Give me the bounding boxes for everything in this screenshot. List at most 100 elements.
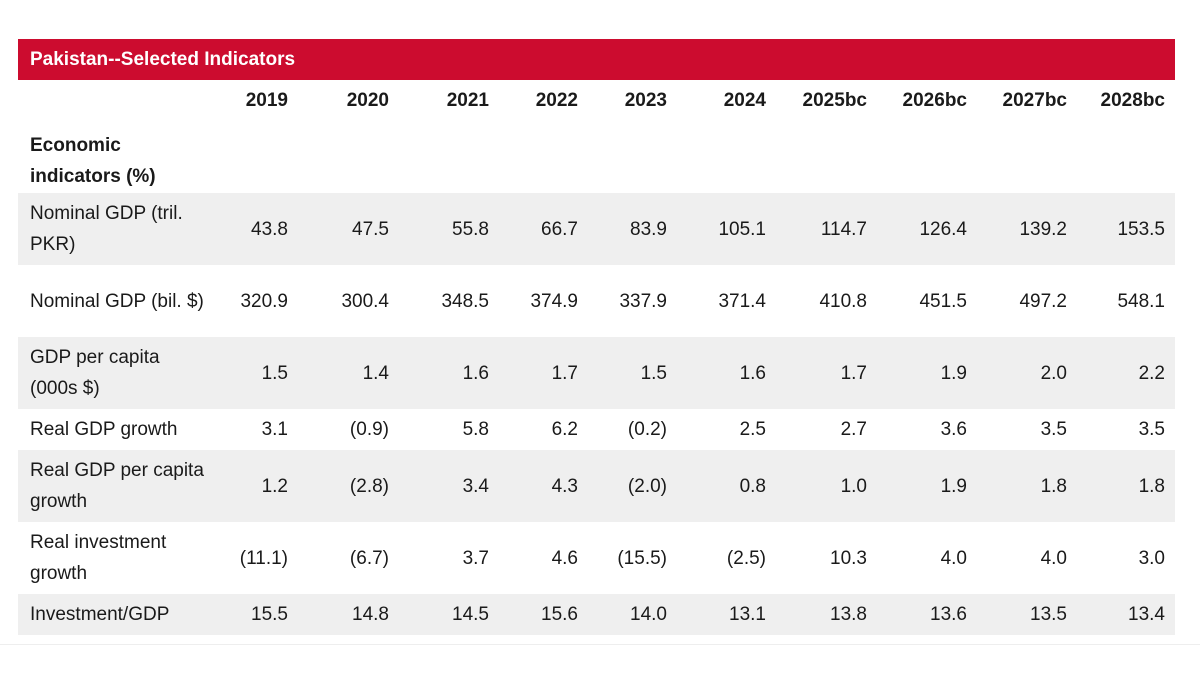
row-label: Investment/GDP: [18, 594, 204, 635]
table-row: Investment/GDP 15.5 14.8 14.5 15.6 14.0 13.1 13…: [18, 594, 1175, 635]
row-value: 4.0: [1040, 547, 1067, 569]
row-value: 10.3: [830, 547, 867, 569]
row-value: 3.7: [462, 547, 489, 569]
row-value: 371.4: [718, 290, 766, 312]
row-value: 3.0: [1138, 547, 1165, 569]
table-row: GDP per capita (000s $) 1.5 1.4 1.6 1.7 1.5 1.…: [18, 337, 1175, 409]
year-header: 2023: [624, 90, 667, 111]
row-label: Real GDP per capita growth: [18, 450, 204, 522]
row-value: (0.9): [349, 419, 389, 440]
row-label: GDP per capita (000s $): [18, 337, 204, 409]
row-value: 55.8: [389, 193, 489, 265]
row-value: 83.9: [578, 193, 667, 265]
bottom-divider: [0, 644, 1200, 645]
row-value: 1.0: [766, 450, 867, 522]
row-value: 410.8: [819, 290, 867, 312]
year-header: 2024: [723, 90, 766, 111]
year-header: 2020: [346, 90, 389, 111]
row-value: 1.8: [1067, 450, 1175, 522]
row-value: 1.7: [766, 337, 867, 409]
row-value: 1.6: [389, 337, 489, 409]
row-value: 139.2: [967, 193, 1067, 265]
row-value: 3.6: [940, 419, 967, 440]
section-row: Economic indicators (%): [18, 122, 1175, 193]
row-value: 66.7: [489, 193, 578, 265]
table-row: Real GDP per capita growth 1.2 (2.8) 3.4 4.3…: [18, 450, 1175, 522]
row-value: 1.8: [967, 450, 1067, 522]
table-title: Pakistan--Selected Indicators: [18, 39, 1175, 80]
row-value: 3.5: [1138, 419, 1165, 440]
row-value: 1.4: [288, 337, 389, 409]
row-value: 3.5: [1040, 419, 1067, 440]
row-value: 114.7: [766, 193, 867, 265]
year-header: 2028bc: [1100, 90, 1165, 111]
row-label: Nominal GDP (bil. $): [30, 290, 204, 312]
row-value: 43.8: [204, 193, 288, 265]
row-value: 13.8: [766, 594, 867, 635]
row-label: Real GDP growth: [30, 419, 178, 440]
row-value: 4.0: [940, 547, 967, 569]
header-corner: [18, 80, 204, 122]
row-value: 14.5: [389, 594, 489, 635]
row-value: 2.2: [1067, 337, 1175, 409]
year-header: 2027bc: [1002, 90, 1067, 111]
row-value: 15.5: [204, 594, 288, 635]
row-value: 348.5: [441, 290, 489, 312]
row-value: 0.8: [667, 450, 766, 522]
row-value: 13.5: [967, 594, 1067, 635]
row-value: 3.1: [261, 419, 288, 440]
row-value: 126.4: [867, 193, 967, 265]
row-value: 451.5: [919, 290, 967, 312]
row-value: (2.5): [726, 547, 766, 569]
table-row: Real GDP growth 3.1 (0.9) 5.8 6.2 (0.2) 2.5 2.7…: [18, 409, 1175, 450]
row-value: 14.0: [578, 594, 667, 635]
row-value: 337.9: [619, 290, 667, 312]
row-value: (0.2): [627, 419, 667, 440]
row-value: 374.9: [530, 290, 578, 312]
year-header: 2026bc: [902, 90, 967, 111]
row-value: 6.2: [551, 419, 578, 440]
year-header-row: 2019 2020 2021 2022 2023 2024 2025bc 202…: [18, 80, 1175, 122]
table-row: Nominal GDP (tril. PKR) 43.8 47.5 55.8 66.7 8…: [18, 193, 1175, 265]
row-value: 1.5: [204, 337, 288, 409]
row-value: 13.1: [667, 594, 766, 635]
row-value: 1.9: [867, 450, 967, 522]
row-value: 548.1: [1117, 290, 1165, 312]
row-value: 1.2: [204, 450, 288, 522]
row-value: 14.8: [288, 594, 389, 635]
row-value: 1.7: [489, 337, 578, 409]
row-value: 47.5: [288, 193, 389, 265]
table-row: Nominal GDP (bil. $) 320.9 300.4 348.5 374.9…: [18, 265, 1175, 337]
row-value: 105.1: [667, 193, 766, 265]
row-value: 497.2: [1019, 290, 1067, 312]
row-value: 13.4: [1067, 594, 1175, 635]
year-header: 2022: [535, 90, 578, 111]
row-value: 153.5: [1067, 193, 1175, 265]
row-value: (2.0): [578, 450, 667, 522]
row-value: 1.9: [867, 337, 967, 409]
row-value: 320.9: [240, 290, 288, 312]
indicators-table: 2019 2020 2021 2022 2023 2024 2025bc 202…: [18, 80, 1175, 635]
row-value: 15.6: [489, 594, 578, 635]
year-header: 2019: [245, 90, 288, 111]
indicators-panel: Pakistan--Selected Indicators 2019 2020 …: [18, 39, 1175, 635]
row-value: 2.0: [967, 337, 1067, 409]
row-value: 13.6: [867, 594, 967, 635]
row-label: Nominal GDP (tril. PKR): [18, 193, 204, 265]
row-value: 1.5: [578, 337, 667, 409]
row-value: (6.7): [349, 547, 389, 569]
row-value: (2.8): [288, 450, 389, 522]
row-value: (11.1): [239, 547, 288, 569]
row-value: 2.5: [739, 419, 766, 440]
year-header: 2021: [446, 90, 489, 111]
row-value: 4.6: [551, 547, 578, 569]
row-value: 3.4: [389, 450, 489, 522]
row-value: 2.7: [840, 419, 867, 440]
row-label: Real investment growth: [30, 532, 167, 584]
section-label: Economic indicators (%): [30, 135, 156, 187]
row-value: 300.4: [341, 290, 389, 312]
row-value: 5.8: [462, 419, 489, 440]
table-row: Real investment growth (11.1) (6.7) 3.7 4.6 (…: [18, 522, 1175, 594]
row-value: 1.6: [667, 337, 766, 409]
row-value: 4.3: [489, 450, 578, 522]
